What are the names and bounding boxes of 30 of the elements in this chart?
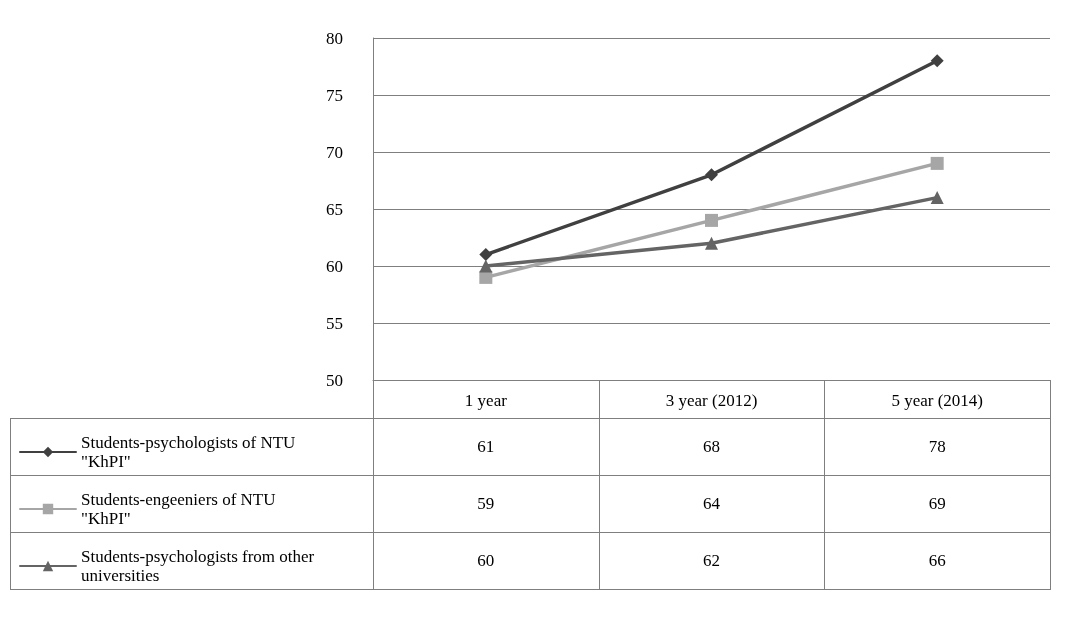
y-tick-label: 75 — [326, 85, 343, 105]
y-tick-label: 50 — [326, 370, 343, 390]
point — [479, 259, 493, 273]
data-label: 68 — [702, 435, 721, 458]
point — [930, 191, 944, 205]
point — [705, 168, 718, 182]
y-tick-label: 55 — [326, 313, 343, 333]
point — [479, 248, 493, 262]
data-label: 66 — [927, 549, 947, 572]
y-tick-label: 80 — [326, 28, 343, 48]
point — [705, 213, 718, 227]
data-label: 78 — [927, 435, 947, 458]
data-label: 62 — [702, 549, 721, 572]
legend-label: Students-engeeniers of NTU "KhPI" — [81, 490, 280, 528]
point — [705, 236, 718, 250]
data-label: 64 — [702, 492, 721, 515]
y-tick-label: 70 — [326, 142, 343, 162]
x-tick-label: 1 year — [464, 391, 508, 410]
legend-label: Students-psychologists of NTU "KhPI" — [81, 433, 300, 471]
data-label: 61 — [476, 435, 496, 458]
y-tick-label: 60 — [326, 256, 343, 276]
x-tick-label: 3 year (2012) — [665, 391, 758, 410]
legend-label: Students-psychologists from other universities — [81, 547, 319, 585]
data-label: 69 — [927, 492, 947, 515]
data-label: 60 — [476, 549, 496, 572]
point — [930, 156, 944, 170]
data-label: 59 — [476, 492, 496, 515]
y-tick-label: 65 — [326, 199, 343, 219]
x-tick-label: 5 year (2014) — [891, 391, 983, 410]
point — [930, 54, 944, 68]
